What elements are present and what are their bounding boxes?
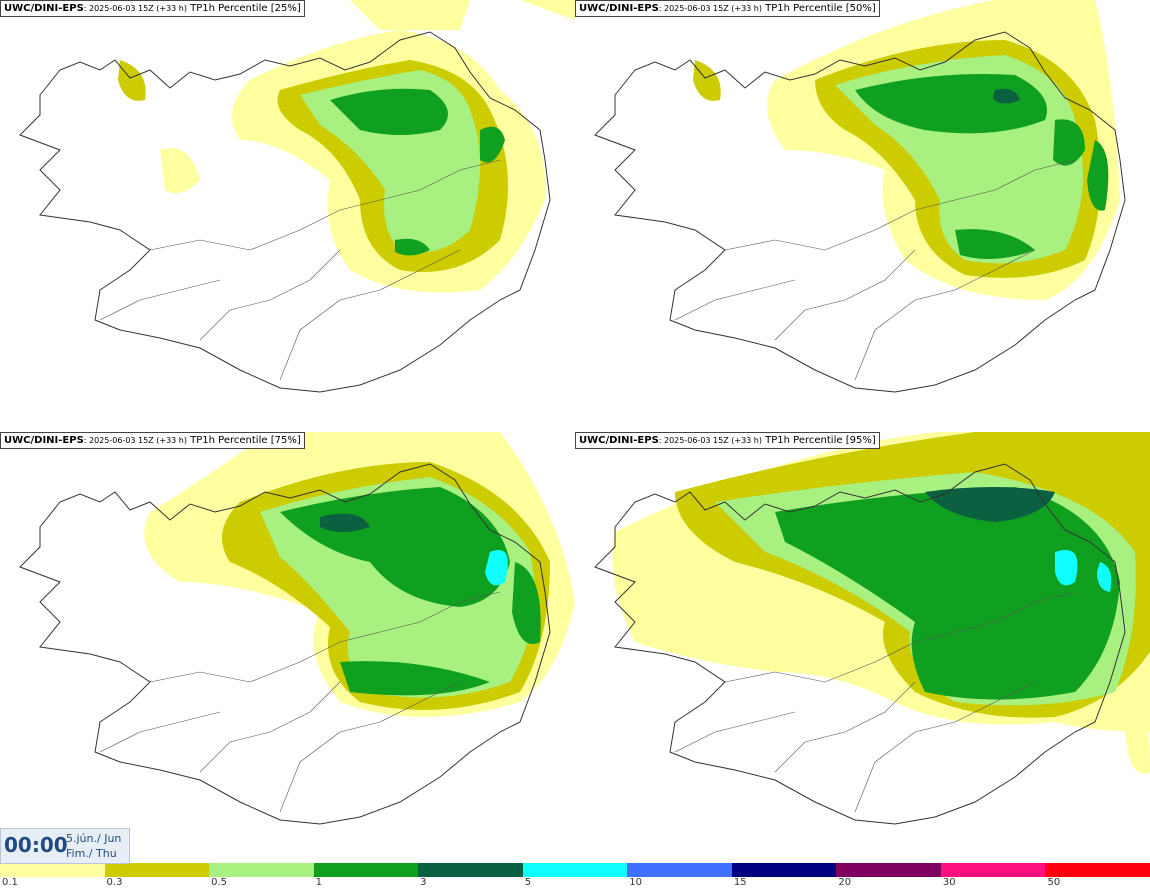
legend-swatch <box>731 863 837 877</box>
legend-tick-label: 0.5 <box>211 877 227 888</box>
valid-date-line1: 5.jún./ Jun <box>66 832 122 845</box>
legend-tick-label: 50 <box>1047 877 1061 888</box>
legend-swatch <box>418 863 523 877</box>
legend-swatch <box>627 863 732 877</box>
precip-map <box>19 432 575 825</box>
map-panel-p25: UWC/DINI-EPS: 2025-06-03 15Z (+33 h) TP1… <box>0 0 575 430</box>
legend-tick-label: 0.3 <box>106 877 123 888</box>
legend-tick-label: 10 <box>629 877 642 888</box>
valid-time: 00:00 <box>4 833 68 857</box>
precip-map <box>594 432 1150 825</box>
valid-date-line2: Fim./ Thu <box>66 847 117 860</box>
panel-title: UWC/DINI-EPS: 2025-06-03 15Z (+33 h) TP1… <box>0 432 305 449</box>
legend-tick-label: 3 <box>420 877 427 888</box>
panel-title: UWC/DINI-EPS: 2025-06-03 15Z (+33 h) TP1… <box>0 0 305 17</box>
legend-swatch <box>522 863 628 877</box>
legend-swatch <box>0 863 105 877</box>
legend-tick-label: 1 <box>315 877 322 888</box>
precip-map <box>594 0 1126 393</box>
legend-swatch <box>836 863 941 877</box>
legend-swatch <box>313 863 419 877</box>
legend-swatch <box>940 863 1046 877</box>
legend-swatch <box>1045 863 1150 877</box>
panel-title: UWC/DINI-EPS: 2025-06-03 15Z (+33 h) TP1… <box>575 0 880 17</box>
legend-tick-label: 0.1 <box>2 877 18 888</box>
legend-swatch <box>104 863 210 877</box>
legend-ticks: 0.1 0.3 0.5 1 3 5 10 15 20 30 50 <box>0 877 1150 891</box>
valid-time-box: 00:00 5.jún./ Jun Fim./ Thu <box>0 828 130 864</box>
legend-tick-label: 30 <box>942 877 956 888</box>
panel-title: UWC/DINI-EPS: 2025-06-03 15Z (+33 h) TP1… <box>575 432 880 449</box>
color-legend <box>0 863 1150 877</box>
map-panel-p50: UWC/DINI-EPS: 2025-06-03 15Z (+33 h) TP1… <box>575 0 1150 430</box>
legend-swatch <box>209 863 314 877</box>
map-panel-p75: UWC/DINI-EPS: 2025-06-03 15Z (+33 h) TP1… <box>0 432 575 862</box>
legend-tick-label: 20 <box>838 877 852 888</box>
legend-tick-label: 5 <box>524 877 532 888</box>
map-panel-p95: UWC/DINI-EPS: 2025-06-03 15Z (+33 h) TP1… <box>575 432 1150 862</box>
legend-tick-label: 15 <box>733 877 747 888</box>
precip-map <box>19 0 575 393</box>
